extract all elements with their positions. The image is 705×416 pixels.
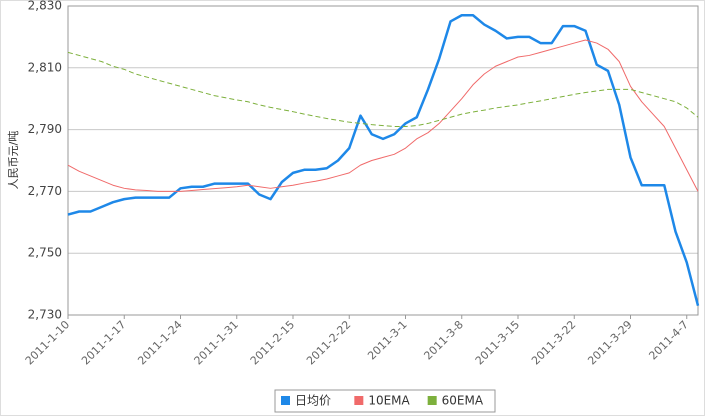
y-tick-label: 2,730 xyxy=(28,308,62,322)
legend-label: 10EMA xyxy=(368,394,410,408)
y-tick-label: 2,810 xyxy=(28,60,62,74)
legend-label: 日均价 xyxy=(295,394,331,408)
legend-swatch xyxy=(281,396,290,405)
y-tick-label: 2,830 xyxy=(28,0,62,13)
y-tick-label: 2,750 xyxy=(28,246,62,260)
plot-frame xyxy=(67,5,699,316)
series-line xyxy=(67,39,699,192)
legend-swatch xyxy=(354,396,364,405)
y-tick-label: 2,770 xyxy=(28,184,62,198)
legend-box xyxy=(274,389,496,413)
series-line xyxy=(67,14,700,307)
y-axis-label: 人民币元/吨 xyxy=(7,131,20,190)
series-line xyxy=(67,51,699,128)
y-tick-label: 2,790 xyxy=(28,122,62,136)
legend-label: 60EMA xyxy=(442,394,484,408)
legend-swatch xyxy=(427,396,437,405)
